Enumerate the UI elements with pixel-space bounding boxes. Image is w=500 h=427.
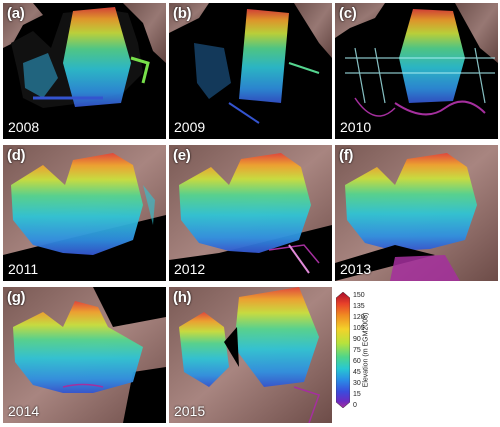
panel-label: (g) <box>7 289 26 306</box>
panel-year: 2011 <box>8 261 39 277</box>
colorbar-tick-label: 30 <box>353 379 361 387</box>
panel-year: 2009 <box>174 119 206 135</box>
colorbar-tick-label: 45 <box>353 368 361 376</box>
colorbar-tick-label: 0 <box>353 401 357 409</box>
panel-label: (b) <box>173 5 192 22</box>
panel-year: 2014 <box>8 403 40 419</box>
panel-g: (g) 2014 <box>3 287 166 423</box>
elevation-map-2009 <box>169 3 332 124</box>
panel-label: (a) <box>7 5 25 22</box>
panel-f: (f) 2013 <box>335 145 498 281</box>
colorbar-tick-label: 120 <box>353 313 365 321</box>
elevation-map-2008 <box>3 3 166 108</box>
colorbar-tick-label: 105 <box>353 324 365 332</box>
colorbar-tick-label: 15 <box>353 390 361 398</box>
colorbar-tick-label: 90 <box>353 335 361 343</box>
panel-year: 2012 <box>174 261 206 277</box>
panel-label: (e) <box>173 147 191 164</box>
elevation-map-2011 <box>3 145 166 281</box>
panel-year: 2010 <box>340 119 372 135</box>
panel-h: (h) 2015 <box>169 287 332 423</box>
panel-c: (c) 2010 <box>335 3 498 139</box>
panel-e: (e) 2012 <box>169 145 332 281</box>
panel-d: (d) 2011 <box>3 145 166 281</box>
panel-b: (b) 2009 <box>169 3 332 139</box>
panel-a: (a) 2008 <box>3 3 166 139</box>
elevation-map-2013 <box>335 145 498 281</box>
colorbar-tick-label: 60 <box>353 357 361 365</box>
colorbar-tick-label: 150 <box>353 291 365 299</box>
colorbar-tick-label: 75 <box>353 346 361 354</box>
panel-year: 2015 <box>174 403 206 419</box>
elevation-map-2014 <box>3 287 166 423</box>
elevation-map-2015 <box>169 287 332 423</box>
panel-label: (c) <box>339 5 357 22</box>
elevation-colorbar <box>336 292 350 408</box>
panel-year: 2008 <box>8 119 40 135</box>
colorbar-title: Elevation (m EGM2008) <box>362 312 370 388</box>
panel-year: 2013 <box>340 261 372 277</box>
panel-label: (d) <box>7 147 26 164</box>
panel-label: (f) <box>339 147 354 164</box>
panel-label: (h) <box>173 289 192 306</box>
elevation-map-2010 <box>335 3 498 117</box>
elevation-map-2012 <box>169 145 332 281</box>
colorbar-tick-label: 135 <box>353 302 365 310</box>
